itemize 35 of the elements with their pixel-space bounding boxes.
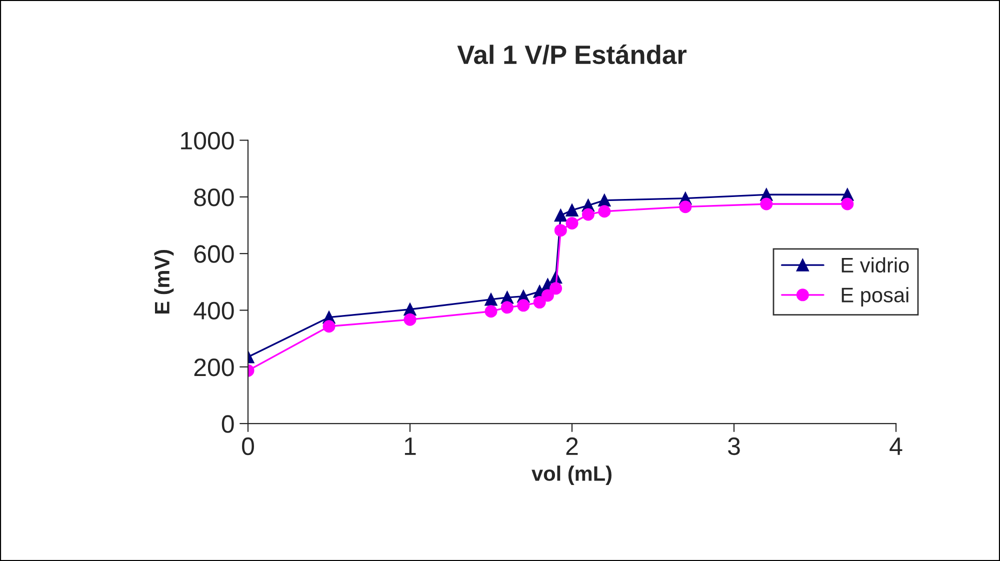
point [484,293,498,306]
point [322,320,336,333]
point [841,198,854,210]
x-tick-label: 0 [242,437,254,456]
x-tick-label: 3 [728,437,740,456]
y-axis-title: E (mV) [154,250,174,314]
legend-label: E vidrio [842,257,909,273]
y-tick-label: 0 [222,415,234,433]
point [533,296,546,309]
y-tick-label: 400 [194,302,234,320]
point [566,204,578,216]
x-axis-title: vol (mL) [532,466,612,486]
point [566,217,578,230]
point [550,282,562,295]
point [598,194,611,207]
y-tick-label: 200 [194,358,234,376]
point [404,313,416,326]
point [554,209,567,222]
point [679,200,692,214]
x-tick-label: 4 [890,438,902,455]
point [598,205,611,218]
point [541,289,554,302]
point [484,305,498,318]
x-tick-label: 2 [566,437,578,455]
y-tick-label: 1000 [181,132,234,150]
point [582,208,594,221]
y-tick-label: 600 [194,245,234,263]
x-tick-label: 1 [404,438,416,455]
point [760,198,773,210]
point [500,301,514,314]
y-tick-label: 800 [194,188,234,206]
point [517,299,530,312]
chart-title: Val 1 V/P Estándar [457,44,687,64]
point [554,224,567,237]
legend-label: E posai [842,287,908,307]
